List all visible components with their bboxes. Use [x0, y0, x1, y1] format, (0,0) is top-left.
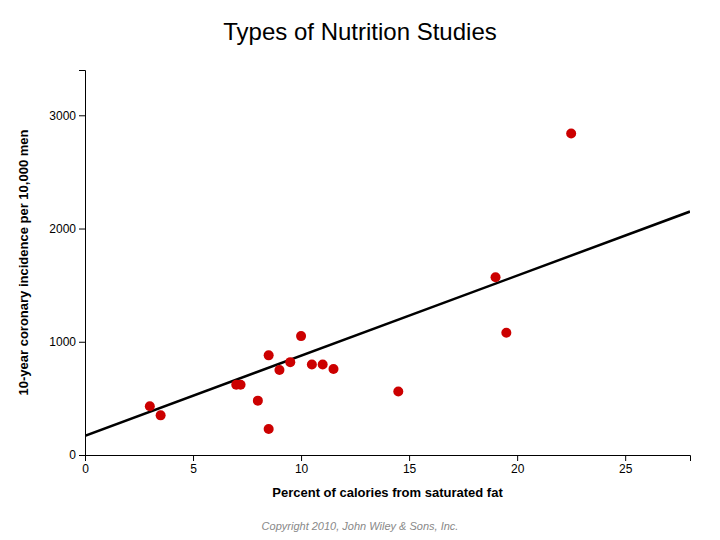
tick-mark	[193, 455, 194, 461]
tick: 25	[619, 455, 633, 476]
tick-label: 0	[82, 462, 89, 476]
tick-mark	[79, 342, 85, 343]
y-axis: 0 1000 2000 3000	[49, 71, 85, 463]
point	[296, 331, 306, 341]
tick: 3000	[49, 109, 85, 123]
tick-mark	[301, 455, 302, 461]
tick-mark	[79, 455, 85, 456]
point	[285, 357, 295, 367]
point	[253, 396, 263, 406]
tick-label: 25	[619, 462, 633, 476]
tick-label: 15	[403, 462, 417, 476]
tick-label: 20	[511, 462, 525, 476]
tick-label: 1000	[49, 335, 76, 349]
tick: 10	[295, 455, 309, 476]
tick-label: 5	[190, 462, 197, 476]
x-axis-line	[86, 456, 691, 462]
point	[264, 350, 274, 360]
tick: 5	[190, 455, 197, 476]
point	[393, 387, 403, 397]
x-axis: 0 5 10 15 20 25	[82, 455, 690, 476]
annotation: Copyright 2010, John Wiley & Sons, Inc.	[262, 520, 459, 532]
y-axis-line	[79, 71, 86, 456]
tick: 15	[403, 455, 417, 476]
point	[328, 364, 338, 374]
point	[274, 365, 284, 375]
tick-label: 10	[295, 462, 309, 476]
point	[236, 380, 246, 390]
x-axis-title: Percent of calories from saturated fat	[272, 485, 503, 500]
tick-mark	[409, 455, 410, 461]
tick: 1000	[49, 335, 85, 349]
tick-mark	[517, 455, 518, 461]
point	[501, 328, 511, 338]
point	[307, 359, 317, 369]
tick: 0	[69, 448, 85, 462]
point	[318, 359, 328, 369]
marks	[85, 128, 690, 435]
y-axis-title: 10-year coronary incidence per 10,000 me…	[16, 129, 31, 395]
title: Types of Nutrition Studies	[223, 18, 496, 45]
regression-line	[85, 212, 690, 436]
tick-mark	[625, 455, 626, 461]
tick: 0	[82, 455, 89, 476]
tick: 20	[511, 455, 525, 476]
plot: 0 5 10 15 20 25 0 1000 2000 3000	[49, 71, 690, 476]
point	[156, 410, 166, 420]
tick-label: 3000	[49, 109, 76, 123]
chart: 0 5 10 15 20 25 0 1000 2000 3000 Types of Nutritio…	[0, 0, 720, 540]
tick-label: 2000	[49, 222, 76, 236]
tick-label: 0	[69, 448, 76, 462]
point	[566, 128, 576, 138]
point	[491, 272, 501, 282]
tick: 2000	[49, 222, 85, 236]
point	[145, 401, 155, 411]
tick-mark	[79, 115, 85, 116]
point	[264, 424, 274, 434]
tick-mark	[79, 229, 85, 230]
